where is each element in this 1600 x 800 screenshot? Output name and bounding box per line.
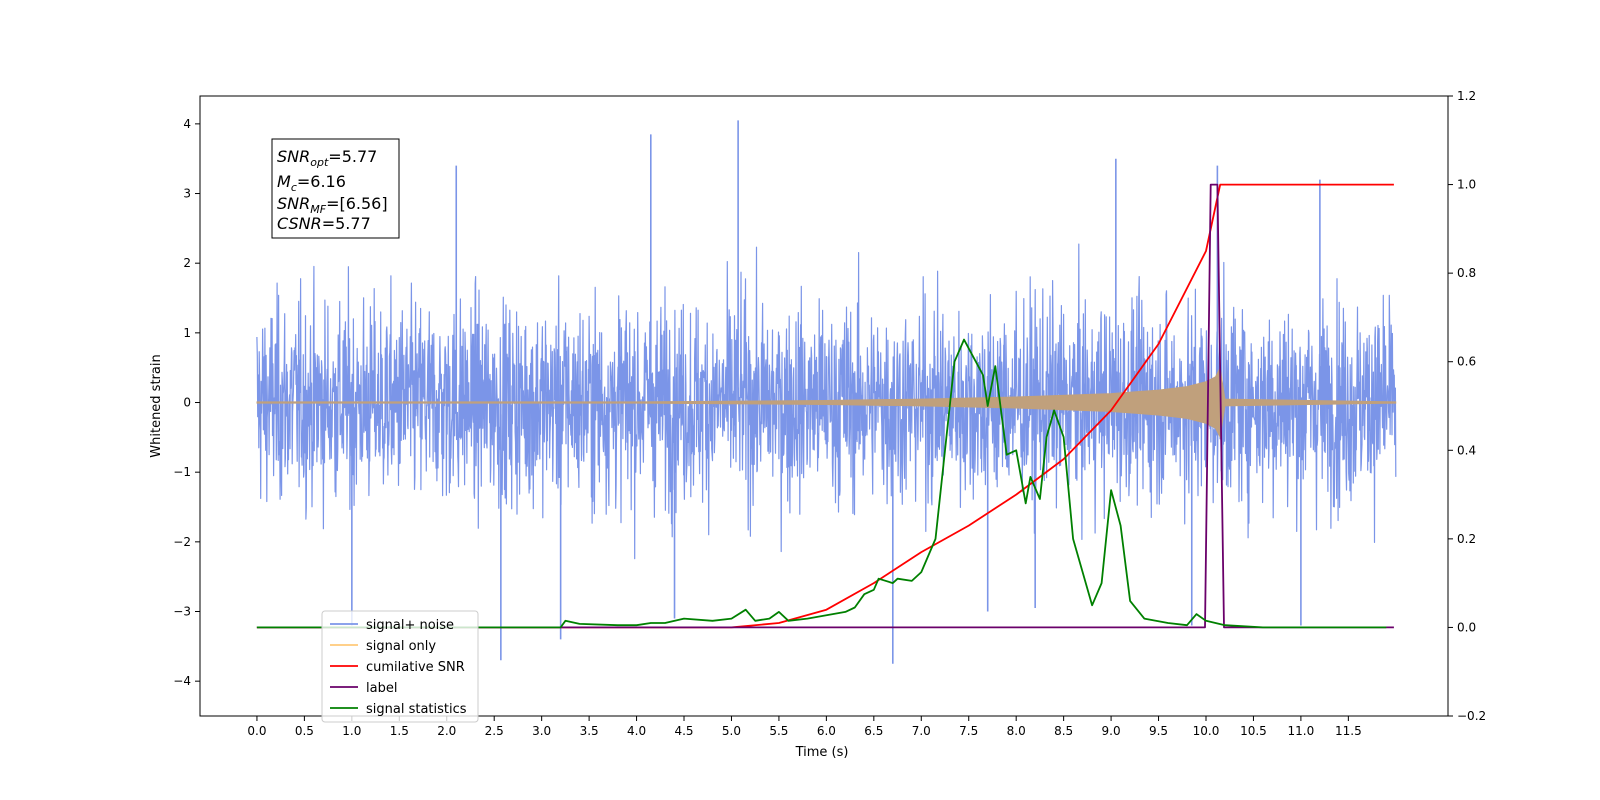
series-cumilative-snr-line bbox=[256, 183, 1394, 629]
annotation-snr-mf: SNRMF=[6.56] bbox=[277, 194, 388, 216]
annotation-snr-opt: SNRopt=5.77 bbox=[277, 147, 377, 169]
x-tick-label: 10.0 bbox=[1193, 724, 1220, 738]
y-tick-label: −3 bbox=[173, 605, 191, 619]
annotation-csnr: CSNR=5.77 bbox=[277, 214, 371, 233]
x-tick-label: 0.5 bbox=[295, 724, 314, 738]
x-tick-label: 9.5 bbox=[1149, 724, 1168, 738]
annotation-mc: Mc=6.16 bbox=[277, 172, 346, 194]
x-tick-label: 8.5 bbox=[1054, 724, 1073, 738]
x-tick-label: 11.0 bbox=[1288, 724, 1315, 738]
x-axis-label: Time (s) bbox=[795, 745, 849, 760]
annotation-box: SNRopt=5.77 Mc=6.16 SNRMF=[6.56] CSNR=5.… bbox=[271, 138, 400, 239]
x-tick-label: 6.5 bbox=[864, 724, 883, 738]
y2-tick-label: 0.2 bbox=[1457, 532, 1476, 546]
y-tick-label: 1 bbox=[183, 326, 191, 340]
y-axis-left: 4 3 2 1 0 −1 −2 −3 −4 bbox=[173, 117, 200, 688]
x-tick-label: 2.0 bbox=[437, 724, 456, 738]
x-axis: 0.0 0.5 1.0 1.5 2.0 2.5 3.0 3.5 4.0 4.5 5.0 5.5 6.0 6… bbox=[247, 716, 1362, 738]
y2-tick-label: 0.6 bbox=[1457, 355, 1476, 369]
y-tick-label: −4 bbox=[173, 674, 191, 688]
y-tick-label: 4 bbox=[183, 117, 191, 131]
series-signal-statistics-line bbox=[256, 338, 1387, 629]
y-axis-label: Whitened strain bbox=[149, 354, 164, 457]
y-tick-label: 2 bbox=[183, 256, 191, 270]
x-tick-label: 3.5 bbox=[580, 724, 599, 738]
x-tick-label: 2.5 bbox=[485, 724, 504, 738]
legend-frame bbox=[321, 610, 479, 723]
x-tick-label: 4.0 bbox=[627, 724, 646, 738]
series-signal-noise-line bbox=[256, 243, 1397, 560]
x-tick-label: 7.0 bbox=[912, 724, 931, 738]
y2-tick-label: 1.2 bbox=[1457, 89, 1476, 103]
y-tick-label: 3 bbox=[183, 187, 191, 201]
x-tick-label: 4.5 bbox=[674, 724, 693, 738]
x-tick-label: 1.5 bbox=[390, 724, 409, 738]
x-tick-label: 5.5 bbox=[769, 724, 788, 738]
y2-tick-label: 0.4 bbox=[1457, 443, 1476, 457]
x-tick-label: 0.0 bbox=[247, 724, 266, 738]
y2-tick-label: 0.0 bbox=[1457, 620, 1476, 634]
series-layer bbox=[256, 120, 1397, 664]
x-tick-label: 1.0 bbox=[342, 724, 361, 738]
y2-tick-label: −0.2 bbox=[1457, 709, 1486, 723]
x-tick-label: 3.0 bbox=[532, 724, 551, 738]
legend-label: signal+ noise bbox=[366, 618, 454, 633]
legend: signal+ noise signal only cumilative SNR la… bbox=[321, 610, 479, 723]
x-tick-label: 11.5 bbox=[1335, 724, 1362, 738]
plot-frame bbox=[199, 95, 1449, 717]
y-tick-label: −2 bbox=[173, 535, 191, 549]
y-tick-label: 0 bbox=[183, 396, 191, 410]
series-signal-only-area bbox=[256, 366, 1397, 439]
x-tick-label: 6.0 bbox=[817, 724, 836, 738]
y2-tick-label: 0.8 bbox=[1457, 266, 1476, 280]
y-axis-right: 1.2 1.0 0.8 0.6 0.4 0.2 0.0 −0.2 bbox=[1448, 89, 1486, 723]
x-tick-label: 5.0 bbox=[722, 724, 741, 738]
legend-label: signal statistics bbox=[366, 702, 467, 717]
legend-label: cumilative SNR bbox=[366, 660, 465, 675]
x-tick-label: 9.0 bbox=[1102, 724, 1121, 738]
y2-tick-label: 1.0 bbox=[1457, 178, 1476, 192]
y-tick-label: −1 bbox=[173, 465, 191, 479]
x-tick-label: 8.0 bbox=[1007, 724, 1026, 738]
legend-label: signal only bbox=[366, 639, 436, 654]
x-tick-label: 10.5 bbox=[1240, 724, 1267, 738]
legend-label: label bbox=[366, 681, 397, 696]
x-tick-label: 7.5 bbox=[959, 724, 978, 738]
